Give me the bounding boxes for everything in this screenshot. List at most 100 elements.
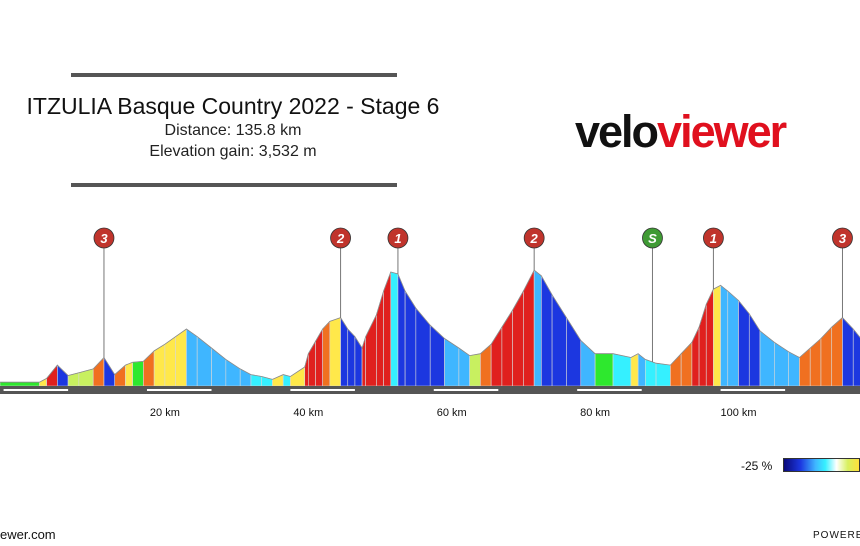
baseline-stripe <box>3 389 69 391</box>
profile-segment <box>644 358 657 387</box>
x-tick-label: 60 km <box>437 407 467 419</box>
climb-category-label: 2 <box>530 231 539 246</box>
profile-segment <box>196 335 212 387</box>
climb-category-label: S <box>648 231 657 246</box>
profile-segment <box>820 326 833 387</box>
profile-segment <box>92 356 105 387</box>
profile-segment <box>415 307 431 387</box>
profile-segment <box>225 358 241 387</box>
profile-segment <box>329 317 341 387</box>
x-tick-label: 40 km <box>293 407 323 419</box>
profile-segment <box>713 284 721 387</box>
profile-segment <box>566 316 582 387</box>
logo-part-viewer: viewer <box>657 106 787 157</box>
baseline-stripe <box>146 389 212 391</box>
title-block: ITZULIA Basque Country 2022 - Stage 6 Di… <box>0 92 526 162</box>
profile-segment <box>376 290 384 387</box>
profile-segment <box>670 352 682 387</box>
title-rule-top <box>71 73 397 77</box>
profile-segment <box>304 353 309 387</box>
climb-category-label: 3 <box>100 231 108 246</box>
profile-segment <box>390 271 399 387</box>
profile-segment <box>612 353 632 387</box>
profile-segment <box>551 293 567 387</box>
profile-segment <box>533 269 542 387</box>
distance-label: Distance: 135.8 km <box>164 122 302 139</box>
profile-segment <box>727 290 739 387</box>
profile-segment <box>720 284 729 387</box>
profile-segment <box>347 328 356 387</box>
profile-segment <box>78 368 94 387</box>
climb-category-label: 1 <box>710 231 717 246</box>
elevation-label: Elevation gain: 3,532 m <box>149 143 317 160</box>
profile-segment <box>397 273 406 387</box>
climb-category-icon <box>387 227 409 249</box>
profile-segment <box>39 377 47 387</box>
profile-segment <box>630 353 639 387</box>
profile-segment <box>738 299 750 387</box>
profile-segment <box>680 341 693 387</box>
profile-segment <box>272 374 284 387</box>
gradient-legend-bar <box>783 458 860 472</box>
profile-segment <box>46 364 58 387</box>
baseline-stripe <box>720 389 786 391</box>
profile-segment <box>501 308 513 387</box>
baseline-stripe <box>290 389 355 391</box>
profile-segment <box>705 288 714 387</box>
profile-segment <box>429 324 445 387</box>
profile-segment <box>315 327 323 387</box>
profile-segment <box>594 353 614 387</box>
profile-segment <box>186 328 198 387</box>
profile-segment <box>799 347 811 387</box>
x-tick-label: 80 km <box>580 407 610 419</box>
profile-segment <box>458 347 470 387</box>
climb-category-label: 2 <box>336 231 345 246</box>
veloviewer-logo: veloviewer <box>575 106 787 158</box>
profile-segment <box>852 328 860 387</box>
profile-segment <box>132 360 144 387</box>
baseline-stripe <box>577 389 642 391</box>
baseline-stripe <box>433 389 499 391</box>
profile-segment <box>691 326 700 387</box>
profile-segment <box>759 330 775 387</box>
climb-category-icon <box>93 227 115 249</box>
profile-segment <box>774 341 790 387</box>
profile-segment <box>57 364 69 387</box>
profile-segment <box>480 343 492 387</box>
x-tick-label: 100 km <box>720 407 756 419</box>
profile-baseline <box>0 386 860 394</box>
footer-powered-by: POWERED <box>813 530 860 541</box>
profile-outline <box>0 269 860 383</box>
profile-segment <box>114 364 126 387</box>
sprint-marker-icon <box>642 227 663 249</box>
profile-segment <box>809 337 822 387</box>
climb-category-icon <box>330 227 351 249</box>
profile-segment <box>322 320 331 387</box>
profile-segment <box>125 361 133 387</box>
logo-part-velo: velo <box>575 106 659 157</box>
footer-website: ewer.com <box>0 527 56 542</box>
profile-segment <box>290 366 306 387</box>
climb-category-label: 3 <box>839 231 847 246</box>
profile-segment <box>444 337 460 387</box>
profile-segment <box>748 312 761 387</box>
x-tick-label: 20 km <box>150 407 180 419</box>
profile-segment <box>175 328 187 387</box>
title-rule-bottom <box>71 183 397 187</box>
profile-segment <box>655 362 671 387</box>
climb-category-icon <box>703 227 724 249</box>
profile-segment <box>0 381 40 387</box>
climb-category-icon <box>523 227 545 249</box>
profile-segment <box>831 316 843 387</box>
profile-segment <box>153 343 166 387</box>
profile-segment <box>354 335 363 387</box>
climb-category-icon <box>832 227 853 249</box>
profile-segment <box>512 289 524 387</box>
profile-segment <box>164 336 176 387</box>
profile-segment <box>67 372 80 387</box>
profile-segment <box>361 336 366 387</box>
gradient-legend-min-label: -25 % <box>741 459 773 473</box>
climb-category-label: 1 <box>394 231 401 246</box>
stage-title: ITZULIA Basque Country 2022 - Stage 6 <box>26 93 440 119</box>
